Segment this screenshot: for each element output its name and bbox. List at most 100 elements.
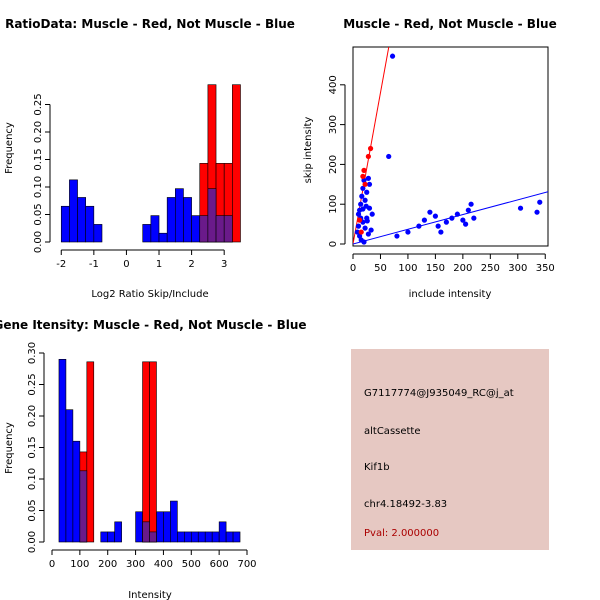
muscle-point [361, 167, 367, 173]
muscle-point [365, 153, 371, 160]
intensity-x-tick-label: 700 [237, 559, 256, 570]
intensity-not-muscle-bar [218, 521, 227, 543]
ratio-not-muscle-bar [60, 205, 70, 243]
not-muscle-point [364, 189, 370, 195]
ratio-histogram-title: RatioData: Muscle - Red, Not Muscle - Bl… [5, 17, 295, 31]
not-muscle-point [358, 201, 364, 207]
not-muscle-point [386, 153, 392, 160]
not-muscle-point [354, 229, 360, 235]
intensity-muscle-bar [142, 361, 150, 543]
ratio-muscle-bar [232, 84, 241, 243]
muscle-point [358, 229, 364, 235]
ratio-y-tick-label: 0.10 [33, 176, 44, 198]
not-muscle-point [389, 53, 396, 59]
ratio-y-tick-label: 0.25 [33, 93, 44, 115]
ratio-y-tick-label: 0.15 [33, 148, 44, 170]
intensity-not-muscle-bar [156, 511, 164, 543]
intensity-y-tick-label: 0.25 [27, 373, 38, 395]
scatter-x-tick-label: 50 [374, 263, 387, 274]
intensity-not-muscle-bar [190, 531, 199, 543]
intensity-x-tick-label: 600 [210, 559, 229, 570]
intensity-y-tick-label: 0.15 [27, 436, 38, 458]
ratio-histogram-xlabel: Log2 Ratio Skip/Include [91, 289, 208, 300]
ratio-not-muscle-bar [183, 197, 192, 243]
intensity-x-tick-label: 100 [70, 559, 89, 570]
not-muscle-point [361, 177, 367, 183]
ratio-y-tick-label: 0.00 [33, 231, 44, 253]
intensity-muscle-bar [86, 361, 95, 543]
not-muscle-point [534, 209, 540, 215]
not-muscle-point [463, 221, 469, 227]
ratio-histogram-panel: RatioData: Muscle - Red, Not Muscle - Bl… [4, 17, 295, 300]
not-muscle-point [438, 229, 444, 235]
not-muscle-point [366, 181, 373, 187]
ratio-not-muscle-bar [93, 224, 103, 243]
ratio-y-tick-label: 0.05 [33, 203, 44, 225]
scatter-x-tick-label: 100 [398, 263, 417, 274]
ratio-not-muscle-bar [158, 232, 168, 243]
event-type-text: altCassette [364, 426, 421, 437]
intensity-not-muscle-bar [177, 531, 185, 543]
ratio-overlap-bar [199, 215, 209, 243]
scatter-ylabel: skip intensity [303, 117, 314, 184]
not-muscle-point [364, 218, 370, 224]
intensity-not-muscle-bar [72, 440, 81, 543]
scatter-points [353, 47, 548, 245]
scatter-y-tick-label: 100 [328, 195, 339, 214]
not-muscle-point [405, 229, 411, 235]
not-muscle-point [368, 227, 374, 233]
scatter-x-tick-label: 250 [481, 263, 500, 274]
not-muscle-point [359, 193, 365, 199]
gene-intensity-title: Gene Itensity: Muscle - Red, Not Muscle … [0, 318, 307, 332]
ratio-not-muscle-bar [142, 224, 152, 243]
intensity-y-tick-label: 0.30 [27, 342, 38, 364]
not-muscle-point [369, 211, 375, 217]
scatter-y-tick-label: 300 [328, 115, 339, 134]
not-muscle-point [363, 203, 369, 209]
not-muscle-point [432, 213, 438, 219]
ratio-histogram-ylabel: Frequency [4, 122, 15, 174]
intensity-x-tick-label: 500 [182, 559, 201, 570]
not-muscle-point [360, 185, 366, 191]
scatter-x-tick-label: 200 [453, 263, 472, 274]
scatter-plot-frame [352, 46, 549, 247]
not-muscle-point [465, 207, 471, 213]
ratio-not-muscle-bar [77, 197, 86, 243]
not-muscle-point [362, 197, 368, 203]
intensity-x-tick-label: 300 [126, 559, 145, 570]
gene-intensity-ylabel: Frequency [4, 422, 15, 474]
ratio-x-tick-label: 3 [221, 259, 227, 270]
intensity-y-tick-label: 0.00 [27, 531, 38, 553]
intensity-not-muscle-bar [135, 511, 143, 543]
ratio-not-muscle-bar [175, 188, 184, 243]
gene-intensity-histogram-panel: Gene Itensity: Muscle - Red, Not Muscle … [0, 318, 307, 600]
ratio-x-tick-label: -1 [89, 259, 99, 270]
intensity-not-muscle-bar [163, 511, 171, 543]
muscle-point [356, 217, 363, 223]
not-muscle-point [468, 201, 474, 207]
intensity-overlap-bar [142, 521, 150, 543]
scatter-y-tick-label: 0 [328, 241, 339, 247]
muscle-point [362, 181, 368, 187]
ratio-not-muscle-bar [85, 205, 95, 243]
intensity-not-muscle-bar [211, 531, 220, 543]
not-muscle-point [356, 233, 363, 239]
intensity-overlap-bar [149, 531, 157, 543]
muscle-point [360, 173, 366, 179]
scatter-xlabel: include intensity [409, 289, 492, 300]
probe-id-text: G7117774@J935049_RC@j_at [364, 388, 514, 399]
probe-info-background [351, 349, 549, 550]
gene-name-text: Kif1b [364, 462, 390, 473]
intensity-not-muscle-bar [107, 531, 115, 543]
scatter-y-tick-label: 200 [328, 155, 339, 174]
not-muscle-point [365, 231, 371, 237]
intensity-not-muscle-bar [204, 531, 213, 543]
not-muscle-point [460, 217, 466, 223]
ratio-overlap-bar [215, 215, 225, 243]
scatter-title: Muscle - Red, Not Muscle - Blue [343, 17, 557, 31]
muscle-fit-line [353, 47, 390, 245]
ratio-not-muscle-bar [166, 197, 176, 243]
ratio-not-muscle-bar [150, 215, 160, 243]
not-muscle-point [517, 205, 524, 211]
ratio-overlap-bar [207, 188, 217, 243]
